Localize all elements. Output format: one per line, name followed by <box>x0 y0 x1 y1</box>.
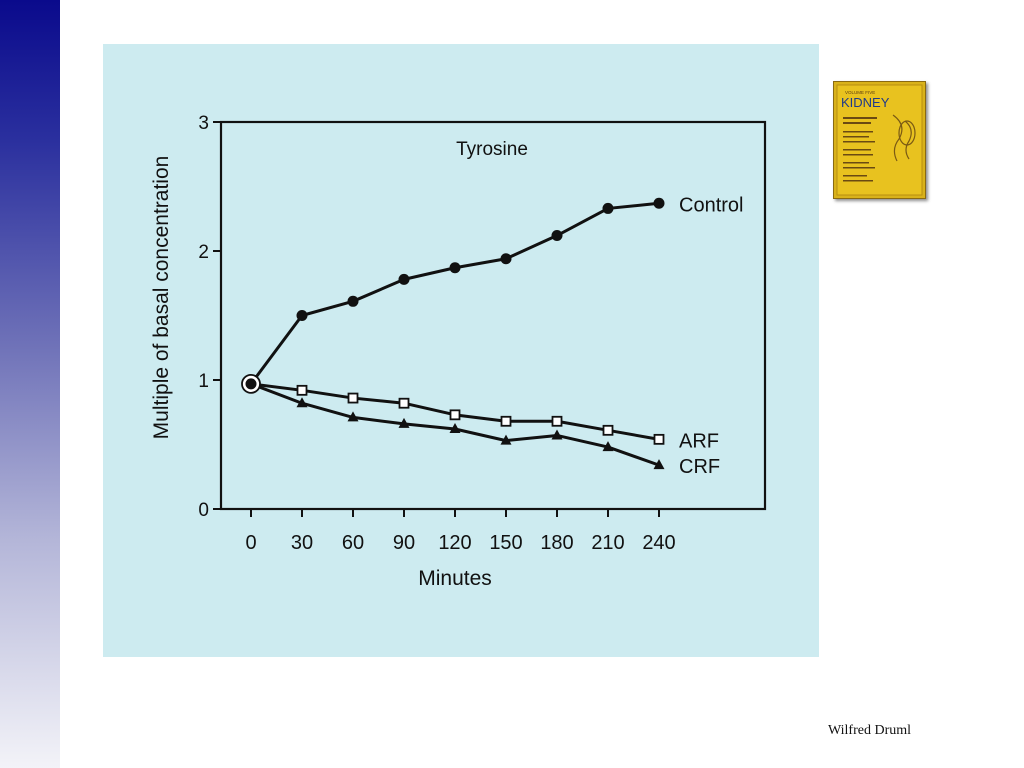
crf-point <box>653 459 665 470</box>
crf-point <box>398 417 410 428</box>
arf-point <box>398 397 410 409</box>
kidney-book-cover-image: VOLUME FIVE KIDNEY <box>832 80 927 200</box>
author-credit: Wilfred Druml <box>828 723 912 738</box>
control-point <box>500 253 512 265</box>
series-arf <box>250 382 665 445</box>
crf-point <box>347 411 359 422</box>
x-tick-label: 90 <box>393 532 415 554</box>
control-point <box>551 230 563 242</box>
series-crf <box>250 382 665 470</box>
book-volume-text: VOLUME FIVE <box>845 90 875 95</box>
x-tick-label: 120 <box>438 532 471 554</box>
control-point <box>653 197 665 209</box>
crf-point <box>602 441 614 452</box>
arf-point <box>653 433 665 445</box>
x-tick-label: 0 <box>245 532 256 554</box>
y-axis-label: Multiple of basal concentration <box>150 156 173 440</box>
plot-frame <box>219 120 767 511</box>
arf-point <box>602 424 614 436</box>
control-point <box>398 273 410 285</box>
crf-series-label: CRF <box>679 456 720 478</box>
x-tick-label: 30 <box>291 532 313 554</box>
control-point <box>449 262 461 274</box>
crf-point <box>551 429 563 440</box>
chart-title: Tyrosine <box>456 139 528 160</box>
x-tick-label: 180 <box>540 532 573 554</box>
control-point <box>602 202 614 214</box>
control-point <box>347 295 359 307</box>
side-gradient-band <box>0 0 60 768</box>
crf-point <box>296 397 308 408</box>
arf-point <box>449 409 461 421</box>
arf-point <box>347 392 359 404</box>
y-tick-label: 2 <box>198 242 209 263</box>
arf-series-label: ARF <box>679 430 719 452</box>
arf-point <box>296 384 308 396</box>
book-title-text: KIDNEY <box>841 95 890 110</box>
arf-point <box>551 415 563 427</box>
control-point <box>296 310 308 321</box>
x-tick-label: 150 <box>489 532 522 554</box>
arf-point <box>500 415 512 427</box>
crf-point <box>500 434 512 445</box>
origin-marker-dot <box>245 378 257 390</box>
y-tick-label: 0 <box>198 500 209 521</box>
x-tick-label: 240 <box>642 532 675 554</box>
y-tick-label: 3 <box>198 113 209 134</box>
x-tick-label: 210 <box>591 532 624 554</box>
y-tick-label: 1 <box>198 371 209 392</box>
x-axis-label: Minutes <box>418 567 492 590</box>
chart-panel: 0 1 2 3 0 30 60 90 120 150 180 210 240 Minutes Multipl… <box>103 44 819 657</box>
series-control <box>249 197 665 385</box>
crf-point <box>449 423 461 434</box>
x-tick-label: 60 <box>342 532 364 554</box>
control-line <box>249 201 660 385</box>
control-series-label: Control <box>679 194 743 216</box>
